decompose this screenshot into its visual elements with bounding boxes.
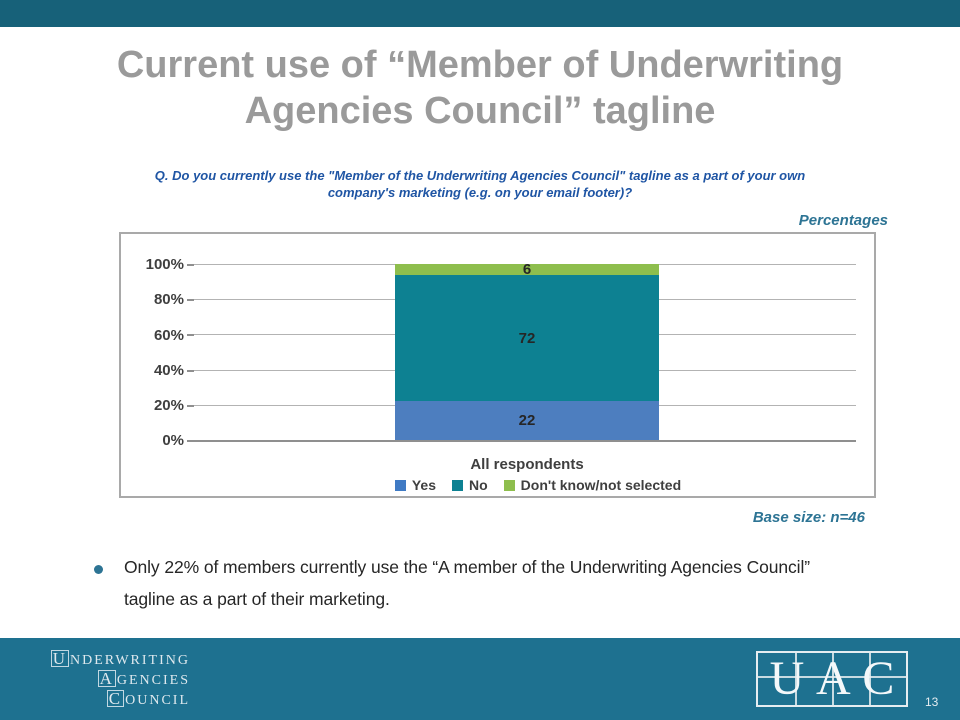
survey-question-line2: company's marketing (e.g. on your email … bbox=[327, 185, 633, 200]
base-size-note: Base size: n=46 bbox=[752, 509, 865, 526]
survey-question: Q. Do you currently use the "Member of t… bbox=[0, 167, 960, 201]
bar-segment-dont-know bbox=[395, 264, 659, 275]
footer-band: U NDERWRITING A GENCIES C OUNCIL U A C 13 bbox=[0, 638, 960, 720]
ytick-label-80: 80% bbox=[153, 291, 184, 308]
chart-legend: Yes No Don't know/not selected bbox=[194, 477, 856, 493]
logo-letter-c: C bbox=[862, 652, 895, 705]
ytick-label-100: 100% bbox=[145, 256, 184, 273]
legend-swatch-yes bbox=[394, 479, 406, 491]
logo-letters: U A C bbox=[758, 653, 906, 705]
x-axis-line bbox=[194, 440, 856, 442]
logo-letter-a: A bbox=[815, 652, 851, 705]
logo-grid-line bbox=[758, 676, 906, 678]
top-accent-bar bbox=[0, 0, 960, 27]
slide-title-line1: Current use of “Member of Underwriting bbox=[116, 44, 844, 86]
tick-60 bbox=[187, 334, 194, 337]
slide-title: Current use of “Member of Underwriting A… bbox=[0, 42, 960, 134]
wordmark-line-agencies: A GENCIES bbox=[40, 670, 190, 690]
ytick-label-60: 60% bbox=[153, 326, 184, 344]
bullet-icon bbox=[94, 565, 103, 574]
ytick-label-20: 20% bbox=[153, 397, 184, 414]
logo-grid-line bbox=[832, 653, 834, 705]
wordmark-line-council: C OUNCIL bbox=[40, 690, 190, 710]
survey-question-line1: Q. Do you currently use the "Member of t… bbox=[154, 168, 806, 183]
wordmark-rest-agencies: GENCIES bbox=[116, 673, 190, 688]
logo-grid-line bbox=[869, 653, 871, 705]
percentages-label: Percentages bbox=[798, 212, 888, 229]
boxed-letter-c: C bbox=[106, 689, 125, 708]
legend-swatch-no bbox=[452, 479, 463, 491]
value-label-dont-know: 6 bbox=[522, 261, 532, 278]
uac-grid-logo: U A C bbox=[756, 651, 908, 707]
finding-text-line1: Only 22% of members currently use the “A… bbox=[124, 557, 810, 577]
wordmark-rest-council: OUNCIL bbox=[125, 693, 190, 708]
tick-0 bbox=[187, 440, 194, 442]
legend-swatch-dont-know bbox=[503, 479, 515, 491]
finding-text: Only 22% of members currently use the “A… bbox=[124, 551, 904, 615]
bar-segment-yes bbox=[395, 401, 659, 440]
legend-label-yes: Yes bbox=[411, 477, 436, 493]
legend-label-no: No bbox=[469, 477, 488, 493]
page-number: 13 bbox=[925, 695, 939, 709]
legend-item-yes: Yes bbox=[394, 477, 436, 493]
value-label-no: 72 bbox=[518, 330, 536, 347]
tick-80 bbox=[187, 299, 194, 302]
ytick-label-0: 0% bbox=[162, 432, 184, 449]
tick-20 bbox=[187, 404, 194, 407]
boxed-letter-u: U bbox=[50, 649, 69, 668]
value-label-yes: 22 bbox=[518, 412, 536, 429]
stacked-bar-chart: 100% 80% 60% 40% 20% 0% 6 72 22 All resp… bbox=[119, 232, 876, 498]
category-label: All respondents bbox=[470, 456, 584, 473]
tick-100 bbox=[187, 264, 194, 266]
boxed-letter-a: A bbox=[97, 669, 116, 688]
finding-text-line2: tagline as a part of their marketing. bbox=[124, 589, 390, 609]
legend-label-dont-know: Don't know/not selected bbox=[520, 477, 682, 493]
ytick-label-40: 40% bbox=[153, 361, 184, 379]
logo-letter-u: U bbox=[769, 652, 805, 705]
wordmark-line-underwriting: U NDERWRITING bbox=[40, 650, 190, 670]
legend-item-dont-know: Don't know/not selected bbox=[503, 477, 682, 493]
bar-segment-no bbox=[395, 274, 659, 402]
logo-grid-line bbox=[795, 653, 797, 705]
uac-wordmark-logo: U NDERWRITING A GENCIES C OUNCIL bbox=[40, 650, 190, 710]
tick-40 bbox=[187, 369, 194, 372]
wordmark-rest-underwriting: NDERWRITING bbox=[70, 653, 190, 668]
slide-title-line2: Agencies Council” tagline bbox=[244, 90, 716, 132]
legend-item-no: No bbox=[452, 477, 488, 493]
